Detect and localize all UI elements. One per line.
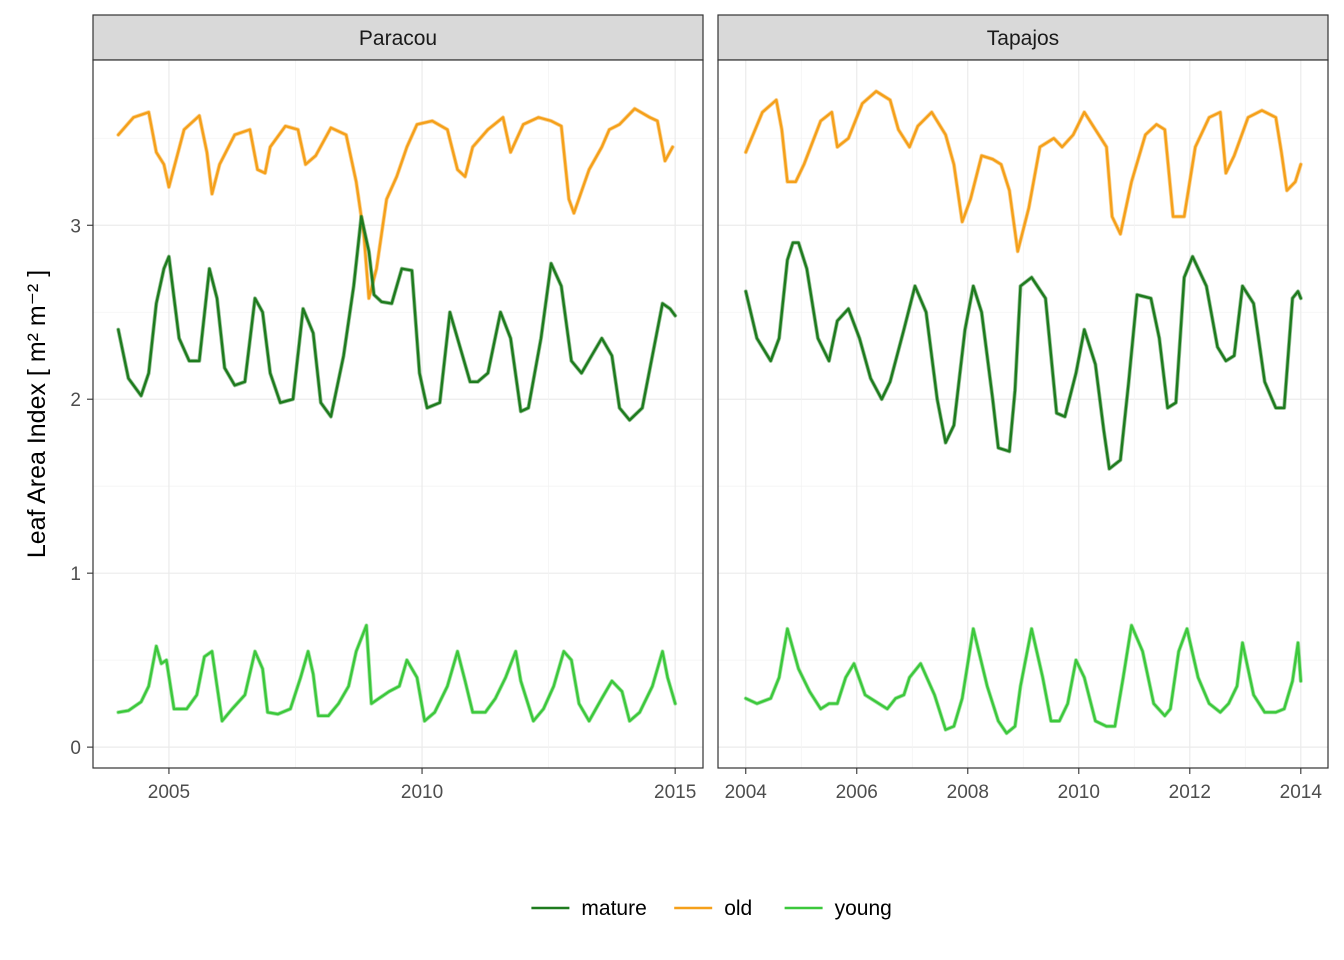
legend-label-young: young	[835, 897, 892, 920]
x-tick-label: 2004	[725, 782, 768, 803]
series-line-old	[117, 107, 674, 300]
plot-area-paracou	[93, 60, 703, 768]
y-tick-label: 0	[70, 738, 81, 759]
x-tick-label: 2010	[401, 782, 443, 803]
x-tick-label: 2005	[148, 782, 190, 803]
grid-tapajos	[718, 60, 1328, 768]
strip-tapajos	[717, 14, 1329, 61]
legend: mature old young	[531, 897, 892, 920]
x-axis-tapajos: 2004 2006 2008 2010 2012 2014	[725, 768, 1323, 803]
x-tick-label: 2008	[947, 782, 989, 803]
strip-label-tapajos: Tapajos	[987, 27, 1059, 50]
series-line-old	[744, 90, 1303, 253]
grid-paracou	[93, 60, 703, 768]
legend-label-mature: mature	[581, 897, 646, 920]
plot-border-paracou	[92, 59, 704, 769]
y-tick-label: 2	[70, 390, 81, 411]
x-tick-label: 2014	[1280, 782, 1323, 803]
series-paracou	[116, 106, 678, 723]
x-tick-label: 2012	[1169, 782, 1211, 803]
strip-paracou	[92, 14, 704, 61]
x-axis-paracou: 2005 2010 2015	[148, 768, 696, 803]
plot-border-tapajos	[717, 59, 1329, 769]
panel-paracou: Paracou 0 1 2 3 2005 2010 2015	[70, 14, 704, 803]
series-line-young	[744, 624, 1303, 735]
y-axis: 0 1 2 3	[70, 216, 93, 759]
y-tick-label: 1	[70, 564, 81, 585]
panel-tapajos: Tapajos 2004 2006 2008 2010 2012 2014	[717, 14, 1329, 803]
y-tick-label: 3	[70, 216, 81, 237]
series-tapajos	[743, 89, 1303, 736]
x-tick-label: 2010	[1058, 782, 1100, 803]
series-line-mature	[117, 215, 677, 422]
legend-label-old: old	[724, 897, 752, 920]
series-line-mature	[744, 241, 1303, 470]
strip-label-paracou: Paracou	[359, 27, 437, 50]
x-tick-label: 2015	[654, 782, 696, 803]
x-tick-label: 2006	[836, 782, 878, 803]
series-line-young	[117, 624, 677, 723]
y-axis-title: Leaf Area Index [ m² m⁻² ]	[23, 270, 51, 558]
